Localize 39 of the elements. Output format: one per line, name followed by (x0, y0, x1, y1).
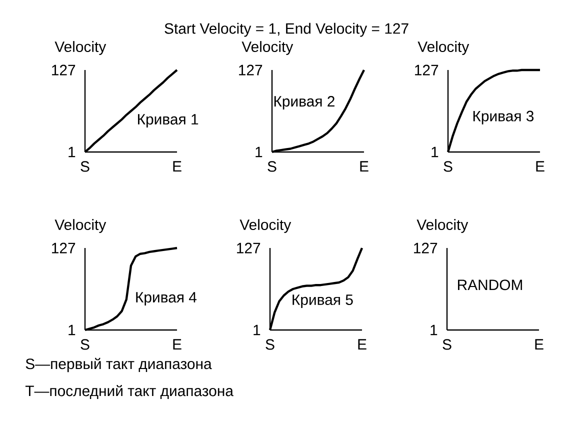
x-tick-label: E (173, 161, 182, 172)
y-tick-label: 1 (68, 146, 76, 158)
y-tick-label: 1 (68, 324, 76, 336)
y-tick-label: 1 (432, 146, 438, 158)
y-tick-label: 127 (239, 64, 262, 76)
y-tick-label: 127 (237, 242, 260, 254)
x-tick-label: S (80, 339, 90, 350)
x-tick-label: S (80, 161, 90, 172)
y-tick-label: 127 (415, 64, 438, 76)
series-label: Кривая 2 (274, 96, 334, 110)
text: T—последний такт диапазона (25, 384, 234, 400)
series-label: Кривая 4 (136, 292, 197, 306)
x-tick-label: S (442, 339, 452, 350)
y-axis-title: Velocity (416, 219, 468, 233)
x-tick-label: E (535, 339, 544, 350)
x-tick-label: E (173, 339, 182, 350)
series-label: Кривая 5 (292, 294, 353, 308)
y-tick-label: 127 (52, 242, 76, 254)
x-tick-label: E (536, 161, 544, 172)
y-tick-label: 127 (52, 64, 76, 76)
series-label: Кривая 1 (138, 114, 198, 128)
x-tick-label: S (266, 339, 274, 350)
y-axis-title: Velocity (242, 41, 294, 55)
y-tick-label: 1 (256, 146, 262, 158)
x-tick-label: E (358, 339, 366, 350)
x-tick-label: E (360, 161, 368, 172)
y-axis-title: Velocity (54, 41, 106, 55)
y-tick-label: 1 (254, 324, 260, 336)
y-axis-title: Velocity (54, 219, 106, 233)
chart-title: Start Velocity = 1, End Velocity = 127 (164, 22, 408, 37)
y-axis-title: Velocity (240, 219, 292, 233)
series-label: Кривая 3 (473, 110, 534, 124)
text: S—первый такт диапазона (26, 358, 212, 372)
x-tick-label: S (444, 161, 452, 172)
y-tick-label: 127 (414, 242, 438, 254)
y-tick-label: 1 (430, 324, 438, 336)
y-axis-title: Velocity (418, 41, 470, 55)
annotation: RANDOM (458, 280, 522, 290)
x-tick-label: S (268, 161, 276, 172)
